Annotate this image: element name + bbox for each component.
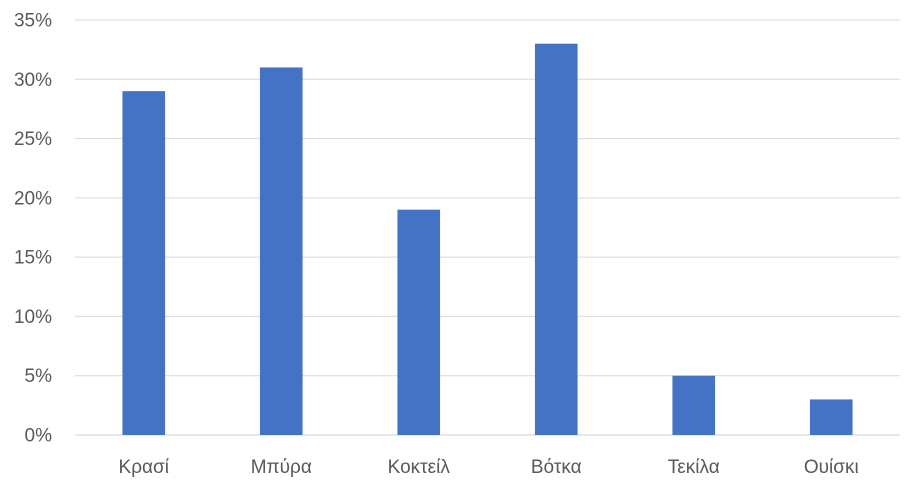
bar xyxy=(397,209,441,435)
x-category-label: Ουίσκι xyxy=(804,457,859,478)
y-tick-label: 35% xyxy=(14,11,52,32)
x-category-label: Βότκα xyxy=(531,457,582,478)
bar xyxy=(534,43,578,435)
x-axis-categories: Κρασί Μπύρα Κοκτείλ Βότκα Τεκίλα Ουίσκι xyxy=(119,457,859,478)
bars xyxy=(122,43,853,436)
x-category-label: Κοκτείλ xyxy=(388,457,451,478)
y-tick-label: 10% xyxy=(14,307,52,328)
y-tick-label: 5% xyxy=(25,366,53,387)
y-tick-label: 30% xyxy=(14,70,52,91)
bar xyxy=(809,399,853,435)
x-category-label: Τεκίλα xyxy=(668,457,720,478)
y-tick-label: 25% xyxy=(14,129,52,150)
bar xyxy=(672,375,716,435)
bar xyxy=(259,67,303,435)
x-category-label: Μπύρα xyxy=(251,457,312,478)
y-tick-label: 15% xyxy=(14,248,52,269)
x-category-label: Κρασί xyxy=(119,457,170,478)
bar xyxy=(122,91,166,436)
y-tick-label: 20% xyxy=(14,188,52,209)
y-axis-ticks: 0% 5% 10% 15% 20% 25% 30% 35% xyxy=(14,11,52,447)
y-tick-label: 0% xyxy=(25,426,53,447)
gridlines xyxy=(75,19,900,436)
